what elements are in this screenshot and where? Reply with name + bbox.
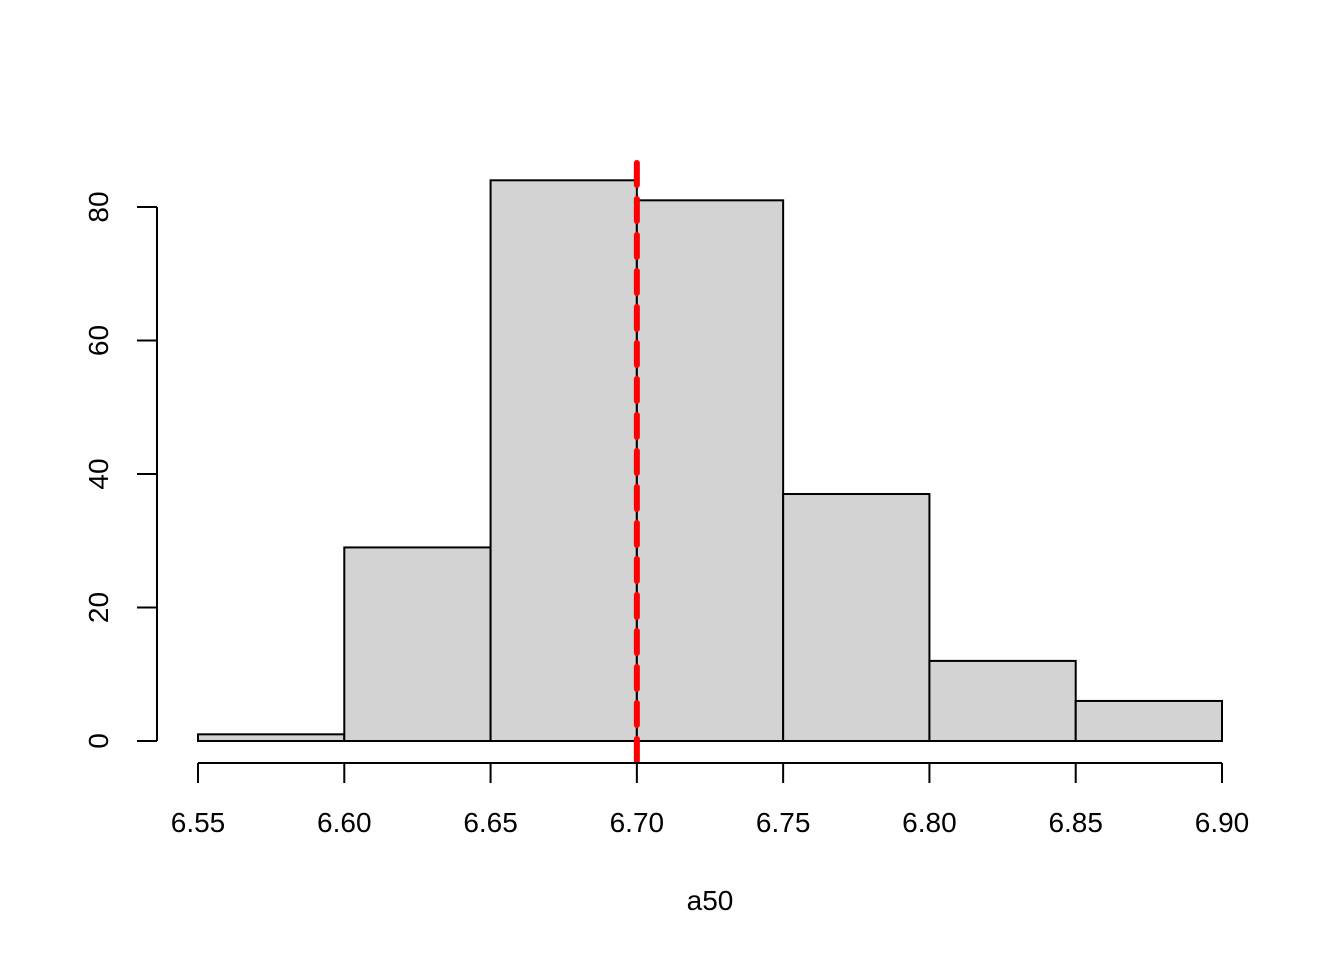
histogram-bar-3 <box>635 199 785 742</box>
x-tick-label: 6.60 <box>317 807 372 838</box>
x-tick-label: 6.90 <box>1195 807 1250 838</box>
histogram-bars <box>197 179 1223 743</box>
histogram-bar-1 <box>343 546 492 742</box>
x-tick-label: 6.55 <box>171 807 226 838</box>
x-tick-label: 6.70 <box>610 807 665 838</box>
y-tick-label: 0 <box>83 733 114 749</box>
y-tick-label: 20 <box>83 592 114 623</box>
y-axis: 0 20 40 60 80 <box>83 191 158 749</box>
histogram-bar-2 <box>489 179 638 743</box>
x-tick-label: 6.85 <box>1048 807 1103 838</box>
y-tick-label: 40 <box>83 458 114 489</box>
y-tick-label: 80 <box>83 191 114 222</box>
x-tick-label: 6.75 <box>756 807 811 838</box>
histogram-bar-6 <box>1074 699 1223 743</box>
histogram-bar-0 <box>197 733 346 743</box>
y-tick-label: 60 <box>83 325 114 356</box>
histogram-bar-5 <box>928 659 1077 743</box>
x-axis-title: a50 <box>687 885 734 916</box>
x-tick-label: 6.65 <box>463 807 518 838</box>
histogram-bar-4 <box>782 493 931 742</box>
x-tick-label: 6.80 <box>902 807 957 838</box>
x-axis: 6.55 6.60 6.65 6.70 6.75 6.80 6.85 6.90 <box>171 762 1250 838</box>
